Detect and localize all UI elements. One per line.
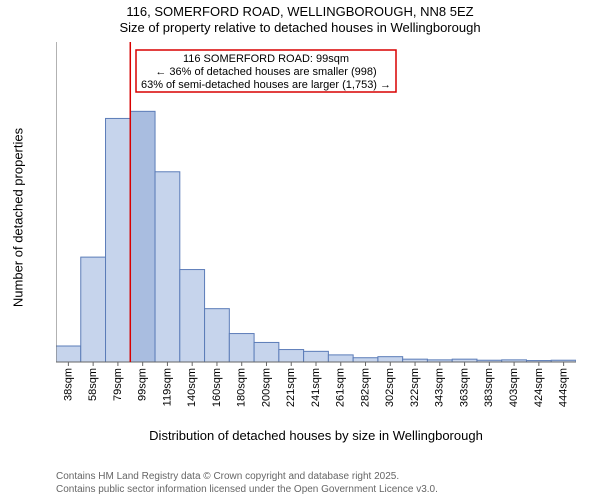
xtick-label: 99sqm [137,368,149,401]
xtick-label: 444sqm [558,368,570,407]
xtick-label: 343sqm [434,368,446,407]
annotation-line1: 116 SOMERFORD ROAD: 99sqm [183,53,349,65]
histogram-bar [130,111,155,362]
xtick-label: 221sqm [285,368,297,407]
annotation-line2: ← 36% of detached houses are smaller (99… [155,66,376,78]
xtick-label: 58sqm [87,368,99,401]
xtick-label: 38sqm [62,368,74,401]
xtick-label: 322sqm [409,368,421,407]
chart-footer: Contains HM Land Registry data © Crown c… [56,471,438,496]
histogram-bar [378,357,403,362]
histogram-bar [155,172,180,362]
histogram-bar [81,257,106,362]
footer-line1: Contains HM Land Registry data © Crown c… [56,471,438,484]
footer-line2: Contains public sector information licen… [56,484,438,497]
x-axis-label: Distribution of detached houses by size … [56,428,576,443]
plot-area: 010020030040050060070080090038sqm58sqm79… [56,42,576,422]
histogram-bar [205,309,230,362]
histogram-bar [328,355,353,362]
xtick-label: 282sqm [359,368,371,407]
histogram-bar [279,350,304,362]
xtick-label: 302sqm [384,368,396,407]
chart-title-line1: 116, SOMERFORD ROAD, WELLINGBOROUGH, NN8… [0,0,600,20]
chart-container: 116, SOMERFORD ROAD, WELLINGBOROUGH, NN8… [0,0,600,500]
histogram-bar [229,334,254,362]
xtick-label: 261sqm [335,368,347,407]
xtick-label: 119sqm [161,368,173,406]
histogram-bar [304,351,329,362]
xtick-label: 363sqm [458,368,470,407]
histogram-bar [56,346,81,362]
xtick-label: 403sqm [508,368,520,407]
histogram-bar [106,118,131,362]
xtick-label: 140sqm [186,368,198,407]
xtick-label: 424sqm [533,368,545,407]
y-axis-label: Number of detached properties [11,68,26,368]
xtick-label: 241sqm [310,368,322,407]
xtick-label: 383sqm [483,368,495,407]
histogram-bar [180,270,205,362]
annotation-line3: 63% of semi-detached houses are larger (… [141,79,391,91]
xtick-label: 79sqm [112,368,124,401]
histogram-bar [353,358,378,362]
histogram-bar [254,342,279,362]
chart-title-line2: Size of property relative to detached ho… [0,20,600,36]
xtick-label: 180sqm [236,368,248,407]
histogram-svg: 010020030040050060070080090038sqm58sqm79… [56,42,576,422]
xtick-label: 200sqm [260,368,272,407]
xtick-label: 160sqm [211,368,223,407]
